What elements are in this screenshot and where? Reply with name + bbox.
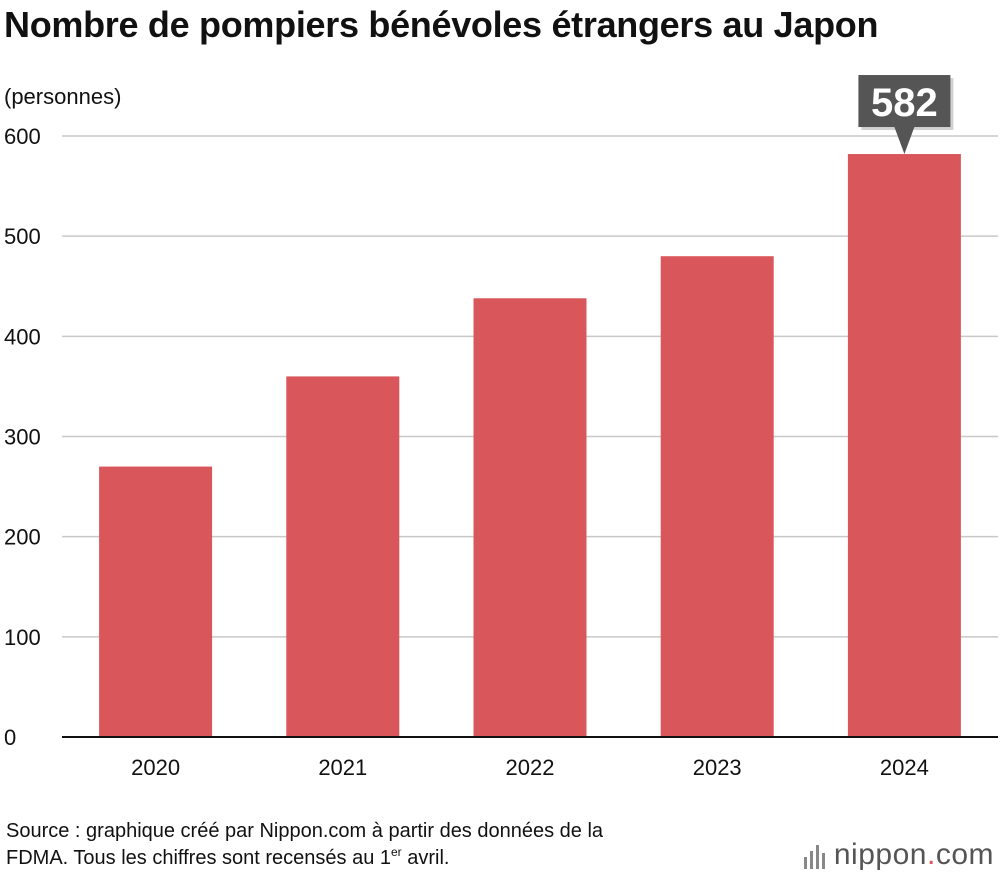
- x-tick-label: 2022: [506, 755, 555, 780]
- y-tick-label: 0: [4, 725, 16, 750]
- x-tick-label: 2021: [318, 755, 367, 780]
- y-axis-label: (personnes): [4, 84, 121, 109]
- source-line-2: FDMA. Tous les chiffres sont recensés au…: [6, 847, 391, 869]
- x-tick-label: 2024: [880, 755, 929, 780]
- callout-box: [858, 75, 951, 128]
- logo-dot: .: [926, 838, 936, 871]
- nippon-logo: nippon.com: [803, 838, 994, 872]
- chart-title: Nombre de pompiers bénévoles étrangers a…: [4, 4, 879, 45]
- callout-value: 582: [871, 81, 938, 125]
- source-note: Source : graphique créé par Nippon.com à…: [6, 818, 766, 872]
- logo-suffix: com: [935, 838, 994, 871]
- bar-chart: (personnes) 0 100 200 300 400 500 600 2020 2021 20…: [4, 75, 998, 780]
- bar-2020: [99, 466, 213, 737]
- source-line-1: Source : graphique créé par Nippon.com à…: [6, 820, 604, 842]
- bar-2021: [286, 376, 400, 737]
- y-tick-label: 100: [4, 625, 41, 650]
- source-superscript: er: [391, 845, 402, 859]
- x-tick-label: 2023: [693, 755, 742, 780]
- x-tick-label: 2020: [131, 755, 180, 780]
- y-tick-label: 600: [4, 124, 41, 149]
- y-tick-label: 400: [4, 324, 41, 349]
- bar-2023: [660, 256, 774, 737]
- logo-bars-icon: [803, 843, 826, 870]
- y-tick-label: 200: [4, 525, 41, 550]
- bar-2024: [847, 154, 961, 737]
- callout-pointer: [894, 127, 915, 155]
- y-tick-label: 500: [4, 224, 41, 249]
- logo-name: nippon: [833, 838, 927, 871]
- y-tick-label: 300: [4, 425, 41, 450]
- source-line-2-end: avril.: [401, 847, 450, 869]
- bar-2022: [473, 298, 587, 737]
